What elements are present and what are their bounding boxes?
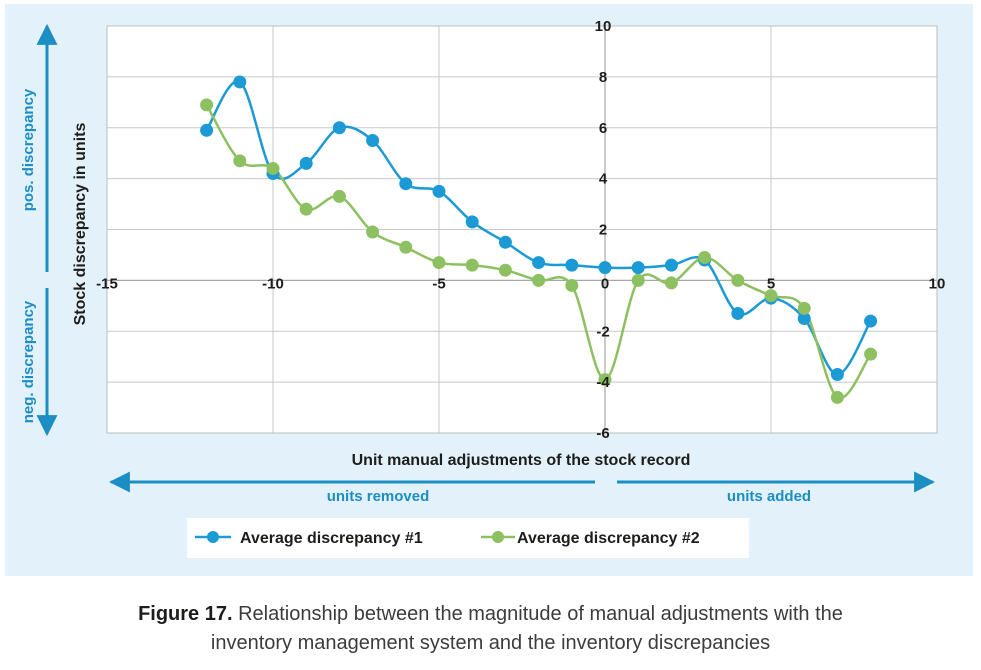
units-removed-label: units removed (327, 488, 430, 505)
caption-line-2: inventory management system and the inve… (210, 632, 771, 654)
y-tick-label: 2 (599, 222, 607, 239)
x-tick-label: 5 (767, 275, 775, 292)
figure-panel: -15 -10 -5 0 5 10 -6 -4 -2 2 4 6 8 10 Stock discrepan… (5, 4, 973, 576)
y-axis-title: Stock discrepancy in units (72, 123, 89, 326)
data-point-series-2 (598, 373, 612, 387)
data-point-series-1 (366, 133, 380, 147)
x-tick-label: -10 (262, 275, 284, 292)
data-point-series-1 (565, 258, 579, 272)
data-point-series-2 (830, 390, 844, 404)
legend-label-series-2: Average discrepancy #2 (517, 530, 700, 547)
data-point-series-1 (233, 75, 247, 89)
x-axis-title: Unit manual adjustments of the stock rec… (352, 452, 691, 469)
chart: -15 -10 -5 0 5 10 -6 -4 -2 2 4 6 8 10 Stock discrepan… (20, 18, 945, 558)
data-point-series-2 (631, 273, 645, 287)
data-point-series-1 (797, 312, 811, 326)
data-point-series-1 (399, 177, 413, 191)
legend: Average discrepancy #1 Average discrepan… (187, 518, 749, 558)
data-point-series-1 (532, 256, 546, 270)
data-point-series-2 (233, 154, 247, 168)
data-point-series-2 (764, 289, 778, 303)
caption-text-1: Relationship between the magnitude of ma… (232, 603, 843, 625)
data-point-series-1 (200, 123, 214, 137)
legend-box (187, 518, 749, 558)
data-point-series-2 (532, 273, 546, 287)
y-tick-label: -4 (596, 374, 610, 391)
figure-caption: Figure 17. Relationship between the magn… (0, 600, 981, 658)
data-point-series-1 (299, 156, 313, 170)
data-point-series-1 (598, 261, 612, 275)
data-point-series-1 (731, 306, 745, 320)
x-tick-label: 0 (601, 275, 609, 292)
caption-figure-label: Figure 17. (138, 603, 233, 625)
data-point-series-1 (664, 258, 678, 272)
data-point-series-2 (565, 278, 579, 292)
data-point-series-2 (664, 276, 678, 290)
data-point-series-1 (432, 184, 446, 198)
plot-border (106, 25, 938, 434)
data-point-series-2 (332, 189, 346, 203)
data-point-series-2 (465, 258, 479, 272)
legend-marker-series-2 (492, 531, 504, 543)
data-point-series-2 (731, 273, 745, 287)
y-tick-label: 10 (595, 18, 612, 35)
data-point-series-2 (797, 301, 811, 315)
x-tick-label: 10 (929, 275, 946, 292)
data-point-series-2 (864, 347, 878, 361)
data-point-series-2 (200, 98, 214, 112)
pos-discrepancy-label: pos. discrepancy (20, 88, 37, 211)
data-point-series-2 (399, 240, 413, 254)
y-tick-label: 6 (599, 120, 607, 137)
tick-labels: -15 -10 -5 0 5 10 -6 -4 -2 2 4 6 8 10 (96, 18, 945, 442)
data-point-series-2 (698, 250, 712, 264)
neg-discrepancy-label: neg. discrepancy (20, 300, 37, 423)
data-point-series-1 (465, 215, 479, 229)
series-points (200, 75, 878, 404)
y-tick-label: 8 (599, 69, 607, 86)
data-point-series-1 (631, 261, 645, 275)
data-point-series-1 (498, 235, 512, 249)
y-tick-label: -2 (596, 323, 609, 340)
y-tick-label: 4 (599, 171, 608, 188)
legend-label-series-1: Average discrepancy #1 (240, 530, 423, 547)
data-point-series-1 (830, 367, 844, 381)
data-point-series-2 (498, 263, 512, 277)
data-point-series-2 (366, 225, 380, 239)
legend-marker-series-1 (207, 531, 219, 543)
x-tick-label: -15 (96, 275, 118, 292)
data-point-series-2 (299, 202, 313, 216)
caption-line-1: Figure 17. Relationship between the magn… (0, 600, 981, 629)
data-point-series-2 (266, 161, 280, 175)
data-point-series-1 (864, 314, 878, 328)
data-point-series-2 (432, 256, 446, 270)
x-tick-label: -5 (432, 275, 445, 292)
data-point-series-1 (332, 121, 346, 135)
units-added-label: units added (727, 488, 811, 505)
y-tick-label: -6 (596, 425, 609, 442)
